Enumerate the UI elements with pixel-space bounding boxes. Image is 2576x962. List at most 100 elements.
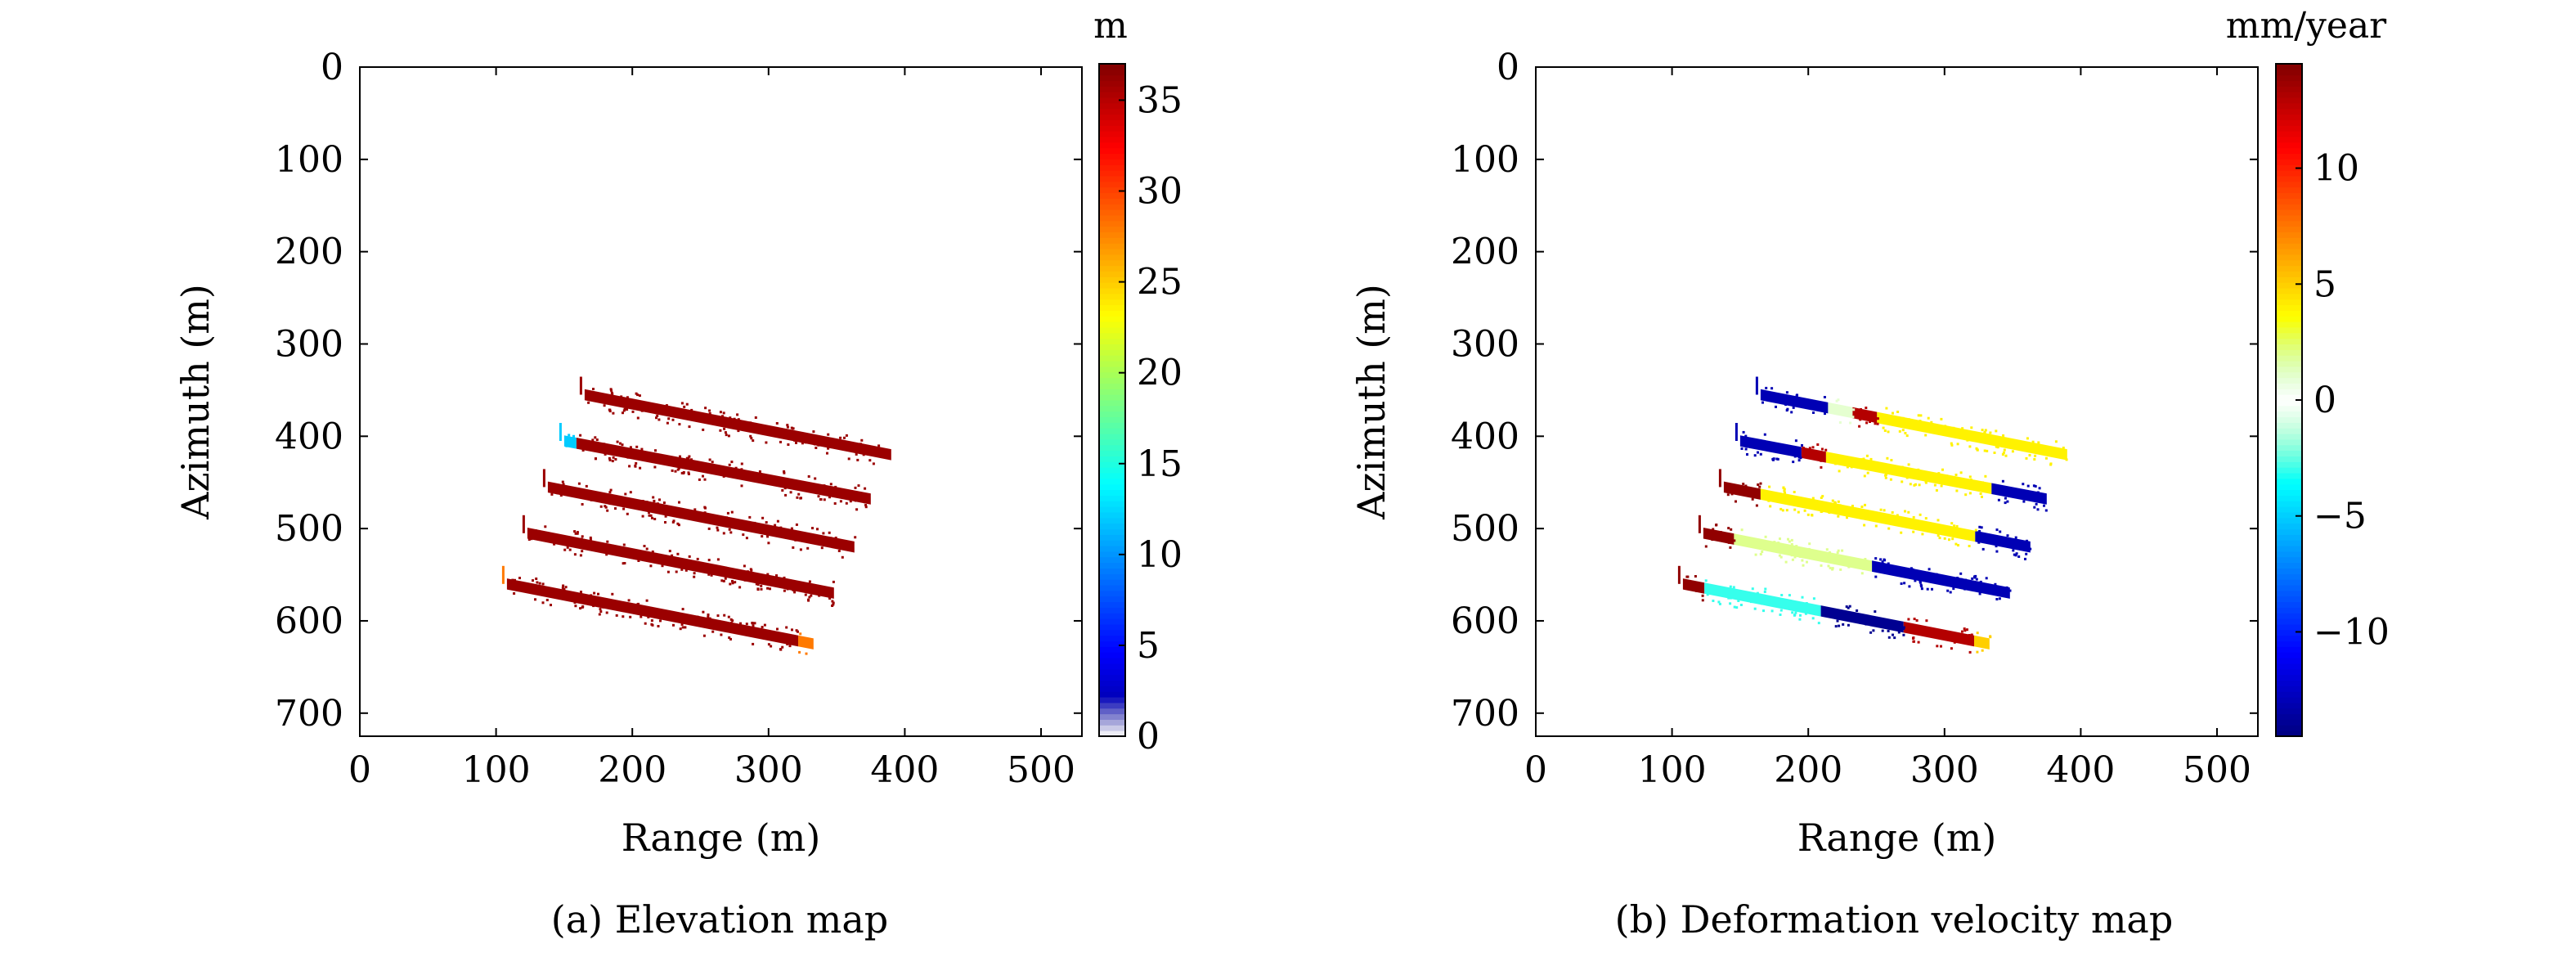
colorbar-band bbox=[1099, 371, 1125, 379]
y-tick-label: 100 bbox=[275, 139, 343, 181]
strip-3-segment-2 bbox=[1760, 488, 1976, 542]
speckle bbox=[568, 434, 571, 437]
speckle bbox=[808, 580, 811, 583]
speckle bbox=[1761, 446, 1765, 449]
colorbar-band bbox=[2276, 506, 2302, 513]
speckle bbox=[1961, 580, 1964, 583]
colorbar-band bbox=[2276, 236, 2302, 244]
speckle bbox=[597, 592, 599, 596]
speckle bbox=[652, 496, 655, 499]
speckle bbox=[679, 627, 682, 631]
speckle bbox=[1793, 608, 1797, 610]
speckle bbox=[721, 415, 724, 418]
speckle bbox=[572, 434, 575, 438]
speckle bbox=[689, 515, 693, 518]
colorbar-band bbox=[1099, 304, 1125, 311]
colorbar-band bbox=[2276, 685, 2302, 692]
speckle bbox=[684, 411, 687, 413]
speckle bbox=[1965, 537, 1968, 540]
speckle bbox=[676, 522, 680, 525]
speckle bbox=[720, 633, 723, 636]
speckle bbox=[1884, 416, 1887, 420]
speckle bbox=[550, 604, 552, 607]
speckle bbox=[1692, 585, 1695, 588]
colorbar-band bbox=[1099, 444, 1125, 452]
speckle bbox=[1879, 508, 1883, 511]
speckle bbox=[619, 442, 622, 445]
speckle bbox=[664, 512, 667, 515]
speckle bbox=[1892, 411, 1894, 415]
speckle bbox=[820, 546, 824, 550]
colorbar-band bbox=[1099, 175, 1125, 182]
speckle bbox=[579, 434, 582, 437]
speckle bbox=[872, 462, 875, 465]
speckle bbox=[645, 501, 648, 504]
speckle bbox=[799, 632, 802, 636]
speckle bbox=[1885, 473, 1887, 476]
speckle bbox=[1986, 587, 1990, 590]
speckle bbox=[1999, 591, 2002, 594]
colorbar-band bbox=[1099, 657, 1125, 664]
speckle bbox=[1945, 526, 1949, 529]
speckle bbox=[729, 637, 732, 641]
speckle bbox=[1963, 578, 1967, 582]
colorbar-band bbox=[1099, 641, 1125, 647]
speckle bbox=[1701, 594, 1704, 597]
speckle bbox=[2006, 500, 2009, 503]
speckle bbox=[1860, 458, 1863, 461]
speckle bbox=[1978, 592, 1981, 596]
speckle bbox=[1828, 511, 1831, 515]
speckle bbox=[1833, 404, 1837, 407]
speckle bbox=[1979, 581, 1982, 584]
colorbar-band bbox=[1099, 388, 1125, 395]
speckle bbox=[615, 614, 618, 617]
x-tick-label: 400 bbox=[870, 749, 939, 791]
speckle bbox=[749, 524, 752, 528]
speckle bbox=[728, 636, 731, 639]
speckle bbox=[518, 577, 521, 580]
speckle bbox=[767, 542, 770, 545]
speckle bbox=[514, 578, 516, 582]
speckle bbox=[722, 420, 725, 423]
colorbar-band bbox=[1099, 724, 1125, 731]
speckle bbox=[532, 579, 534, 582]
speckle bbox=[1790, 554, 1793, 557]
speckle bbox=[1816, 443, 1820, 446]
colorbar-band bbox=[2276, 248, 2302, 255]
speckle bbox=[1891, 511, 1894, 514]
y-tick-label: 200 bbox=[275, 232, 343, 273]
speckle bbox=[825, 492, 828, 495]
speckle bbox=[1978, 435, 1981, 438]
speckle bbox=[1778, 554, 1781, 557]
colorbar-band bbox=[2276, 158, 2302, 165]
speckle bbox=[1838, 612, 1841, 615]
speckle bbox=[1797, 504, 1800, 507]
colorbar-band bbox=[2276, 114, 2302, 120]
speckle bbox=[829, 537, 832, 540]
speckle bbox=[812, 430, 815, 434]
speckle bbox=[676, 552, 680, 555]
speckle bbox=[752, 624, 755, 627]
speckle bbox=[1735, 500, 1737, 503]
speckle bbox=[2044, 509, 2048, 512]
speckle bbox=[868, 459, 872, 462]
colorbar-band bbox=[2276, 539, 2302, 546]
y-tick-label: 500 bbox=[275, 508, 343, 550]
colorbar-band bbox=[2276, 348, 2302, 356]
speckle bbox=[1977, 541, 1981, 544]
colorbar-band bbox=[2276, 259, 2302, 267]
speckle bbox=[780, 581, 783, 584]
speckle bbox=[772, 527, 775, 530]
speckle bbox=[1905, 434, 1909, 438]
speckle bbox=[603, 443, 606, 446]
colorbar-band bbox=[2276, 456, 2302, 462]
speckle bbox=[729, 531, 733, 534]
speckle bbox=[781, 489, 784, 492]
speckle bbox=[2059, 448, 2062, 452]
speckle bbox=[761, 626, 764, 629]
speckle bbox=[734, 466, 738, 470]
speckle bbox=[1803, 609, 1806, 613]
speckle bbox=[712, 466, 716, 470]
speckle bbox=[669, 407, 672, 411]
colorbar-band bbox=[2276, 63, 2302, 70]
